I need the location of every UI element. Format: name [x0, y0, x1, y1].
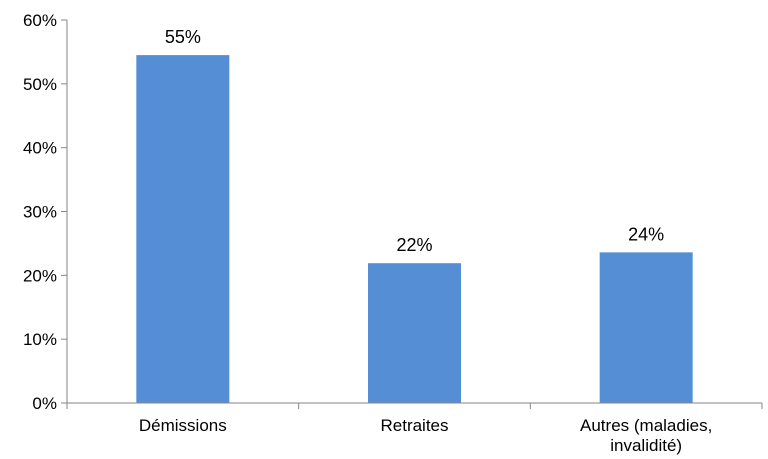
category-label: Démissions — [139, 416, 227, 435]
y-tick-label: 20% — [23, 266, 57, 285]
y-tick-label: 10% — [23, 330, 57, 349]
bar — [136, 55, 230, 403]
y-tick-label: 60% — [23, 11, 57, 30]
data-label: 22% — [396, 235, 432, 255]
data-labels: 55% 22% 24% — [165, 27, 664, 255]
x-axis: Démissions Retraites Autres (maladies,inva… — [66, 402, 763, 455]
y-tick-label: 0% — [32, 394, 57, 413]
data-label: 24% — [628, 224, 664, 244]
bars — [136, 55, 693, 403]
y-tick-label: 30% — [23, 203, 57, 222]
bar — [368, 263, 461, 403]
category-label: Retraites — [380, 416, 448, 435]
category-label: invalidité) — [610, 436, 682, 455]
y-tick-label: 40% — [23, 139, 57, 158]
bar — [599, 252, 693, 403]
data-label: 55% — [165, 27, 201, 47]
y-axis: 0% 10% 20% 30% 40% 50% 60% — [23, 11, 68, 413]
y-tick-label: 50% — [23, 75, 57, 94]
category-label: Autres (maladies, — [580, 416, 712, 435]
